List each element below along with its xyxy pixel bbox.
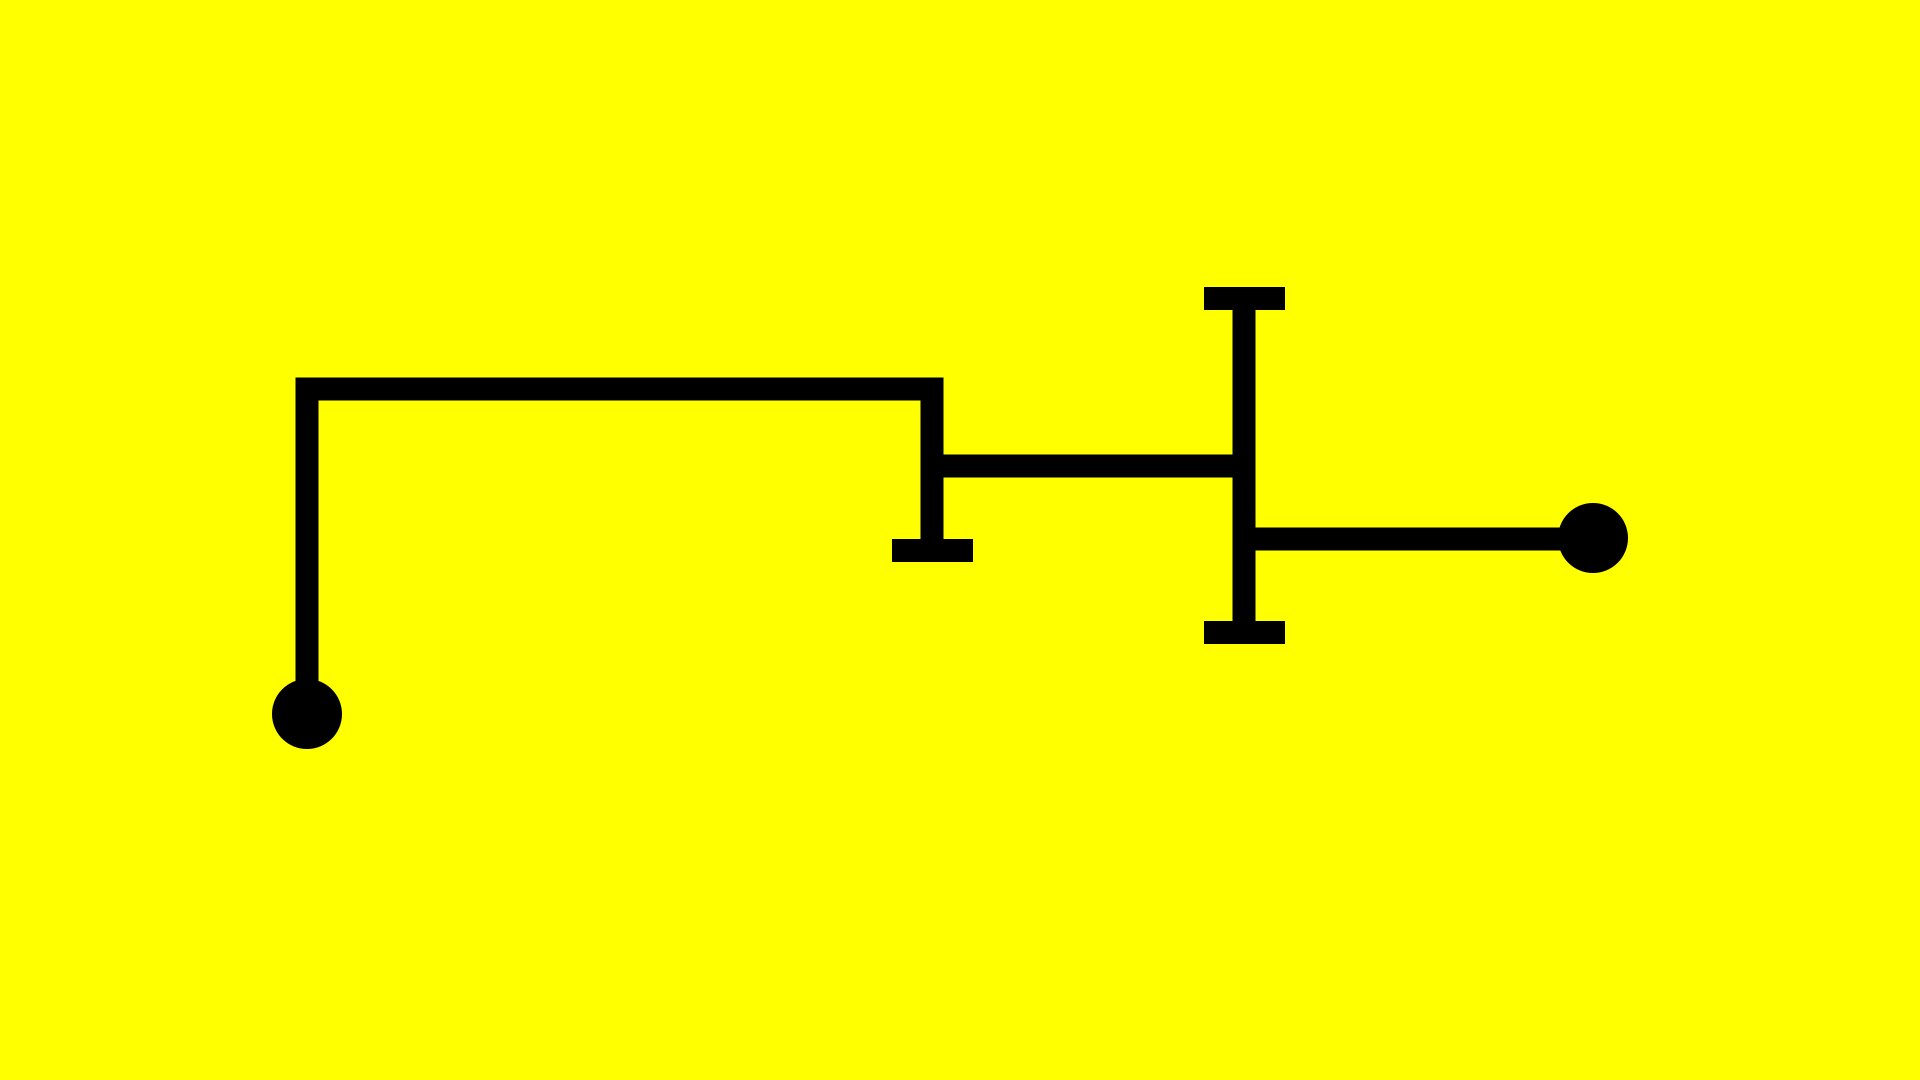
end-cap-middle xyxy=(892,539,973,562)
terminal-left xyxy=(272,679,342,749)
diagram xyxy=(272,287,1628,749)
end-cap-bottom xyxy=(1204,621,1285,644)
terminal-right xyxy=(1558,503,1628,573)
end-cap-top xyxy=(1204,287,1285,310)
